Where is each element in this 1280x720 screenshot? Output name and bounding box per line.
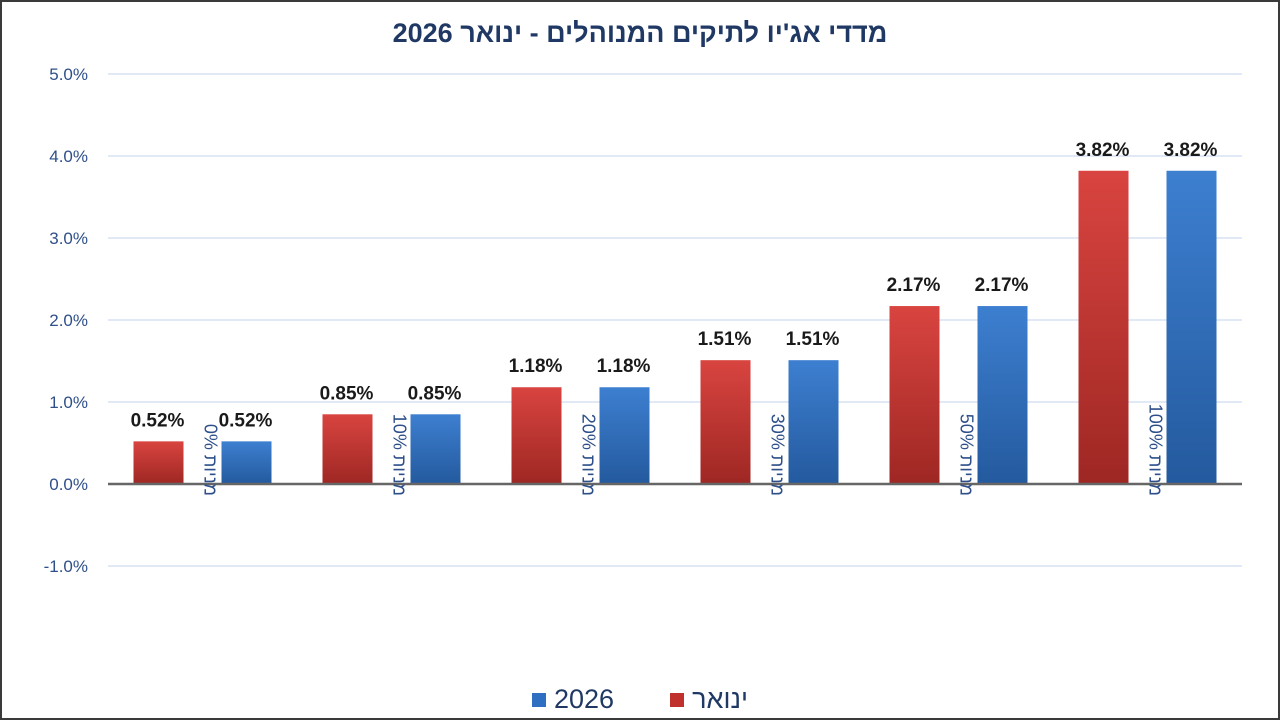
grid-lines <box>108 73 1242 567</box>
data-label: 0.85% <box>320 383 374 404</box>
legend-swatch-2026 <box>532 692 546 707</box>
bar-2026 <box>977 306 1028 484</box>
bar-january <box>511 387 562 484</box>
data-label: 1.51% <box>698 329 752 350</box>
data-label: 1.18% <box>509 356 563 377</box>
bar-2026 <box>1166 170 1217 484</box>
x-tick-label: מניות 100% <box>1146 404 1166 496</box>
y-tick-label: 0.0% <box>49 475 88 494</box>
legend-label-2026: 2026 <box>554 684 615 714</box>
data-label: 0.85% <box>408 383 462 404</box>
y-tick-label: 2.0% <box>49 311 88 330</box>
y-tick-label: 4.0% <box>49 147 88 166</box>
data-label: 0.52% <box>219 410 273 431</box>
x-axis-ticks: מניות 0% מניות 10% מניות 20% מניות 30% מניות… <box>201 404 1166 496</box>
bar-january <box>1078 170 1129 484</box>
x-tick-label: מניות 20% <box>579 414 599 496</box>
y-axis-ticks: 5.0% 4.0% 3.0% 2.0% 1.0% 0.0% -1.0% <box>44 65 88 576</box>
data-labels: 0.52% 0.52% 0.85% 0.85% 1.18% 1.18% 1.51% 1.51%… <box>131 140 1218 432</box>
x-tick-label: מניות 0% <box>201 424 221 496</box>
x-tick-label: מניות 50% <box>957 414 977 496</box>
bar-2026 <box>599 387 650 484</box>
y-tick-label: -1.0% <box>44 557 88 576</box>
y-tick-label: 3.0% <box>49 229 88 248</box>
x-tick-label: מניות 10% <box>390 414 410 496</box>
y-tick-label: 5.0% <box>49 65 88 84</box>
bar-january <box>322 414 373 484</box>
legend-item-2026: 2026 <box>532 684 614 715</box>
data-label: 1.51% <box>786 329 840 350</box>
data-label: 1.18% <box>597 356 651 377</box>
data-label: 3.82% <box>1076 140 1130 161</box>
legend-swatch-january <box>670 692 685 707</box>
data-label: 3.82% <box>1164 140 1218 161</box>
bar-january <box>133 441 184 484</box>
bars <box>133 170 1217 484</box>
chart-title: מדדי אג'יו לתיקים המנוהלים - ינואר 2026 <box>392 18 888 48</box>
x-tick-label: מניות 30% <box>768 414 788 496</box>
data-label: 2.17% <box>887 275 941 296</box>
legend: 2026 ינואר <box>0 684 1280 715</box>
legend-item-january: ינואר <box>670 684 748 715</box>
bar-january <box>889 306 940 484</box>
y-tick-label: 1.0% <box>49 393 88 412</box>
bar-2026 <box>221 441 272 484</box>
bar-2026 <box>788 360 839 484</box>
data-label: 0.52% <box>131 410 185 431</box>
bar-january <box>700 360 751 484</box>
legend-label-january: ינואר <box>692 684 748 714</box>
bar-2026 <box>410 414 461 484</box>
data-label: 2.17% <box>975 275 1029 296</box>
